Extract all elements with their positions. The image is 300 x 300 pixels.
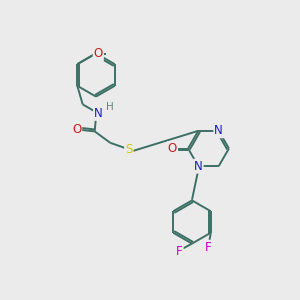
Text: N: N xyxy=(214,124,223,137)
Text: F: F xyxy=(205,241,211,254)
Text: O: O xyxy=(168,142,177,155)
Text: O: O xyxy=(94,47,103,60)
Text: N: N xyxy=(94,107,103,120)
Text: N: N xyxy=(194,160,203,173)
Text: S: S xyxy=(125,143,133,156)
Text: H: H xyxy=(106,102,114,112)
Text: O: O xyxy=(72,123,81,136)
Text: F: F xyxy=(176,244,183,258)
